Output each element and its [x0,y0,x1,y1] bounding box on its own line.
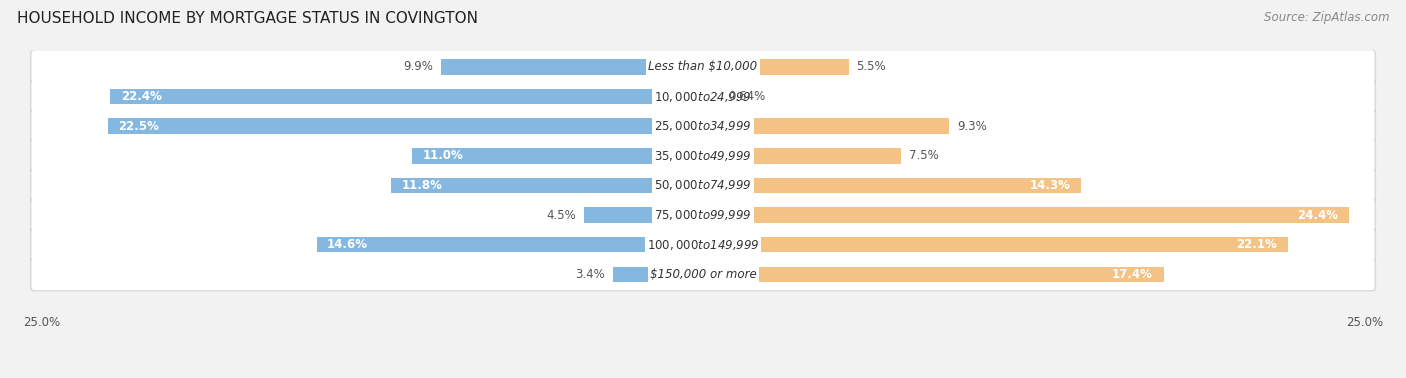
Text: 11.0%: 11.0% [422,149,463,162]
Text: 22.1%: 22.1% [1236,238,1277,251]
Bar [703,208,1348,223]
Bar [441,59,703,74]
Text: 11.8%: 11.8% [401,179,441,192]
Text: Less than $10,000: Less than $10,000 [648,60,758,73]
Text: 3.4%: 3.4% [575,268,605,281]
Bar [391,178,703,193]
FancyBboxPatch shape [31,80,1375,112]
Bar [316,237,703,253]
Bar [583,208,703,223]
FancyBboxPatch shape [31,50,1375,83]
FancyBboxPatch shape [31,169,1375,201]
FancyBboxPatch shape [31,139,1375,172]
Text: $10,000 to $24,999: $10,000 to $24,999 [654,90,752,104]
Bar [703,178,1081,193]
FancyBboxPatch shape [31,198,1375,232]
Text: $100,000 to $149,999: $100,000 to $149,999 [647,238,759,252]
Bar [703,148,901,164]
FancyBboxPatch shape [31,228,1375,261]
Text: $25,000 to $34,999: $25,000 to $34,999 [654,119,752,133]
Bar [107,118,703,134]
Bar [703,237,1288,253]
FancyBboxPatch shape [31,258,1375,290]
FancyBboxPatch shape [31,228,1375,260]
FancyBboxPatch shape [31,80,1375,113]
Bar [703,89,720,104]
Bar [110,89,703,104]
Text: $50,000 to $74,999: $50,000 to $74,999 [654,178,752,192]
Text: 22.4%: 22.4% [121,90,162,103]
Text: 0.64%: 0.64% [728,90,765,103]
Bar [412,148,703,164]
Bar [613,267,703,282]
Text: $150,000 or more: $150,000 or more [650,268,756,281]
Text: 22.5%: 22.5% [118,120,159,133]
Text: 9.3%: 9.3% [957,120,987,133]
Text: 24.4%: 24.4% [1298,209,1339,222]
Text: 5.5%: 5.5% [856,60,886,73]
Bar [703,267,1164,282]
Bar [703,118,949,134]
Text: 14.6%: 14.6% [328,238,368,251]
FancyBboxPatch shape [31,258,1375,291]
Text: $35,000 to $49,999: $35,000 to $49,999 [654,149,752,163]
FancyBboxPatch shape [31,110,1375,142]
FancyBboxPatch shape [31,110,1375,143]
Text: $75,000 to $99,999: $75,000 to $99,999 [654,208,752,222]
Text: Source: ZipAtlas.com: Source: ZipAtlas.com [1264,11,1389,24]
FancyBboxPatch shape [31,198,1375,231]
Text: 14.3%: 14.3% [1031,179,1071,192]
Text: 7.5%: 7.5% [910,149,939,162]
Text: 4.5%: 4.5% [546,209,576,222]
Text: 17.4%: 17.4% [1112,268,1153,281]
FancyBboxPatch shape [31,169,1375,202]
FancyBboxPatch shape [31,139,1375,172]
FancyBboxPatch shape [31,50,1375,84]
Bar [703,59,849,74]
Text: 9.9%: 9.9% [404,60,433,73]
Text: HOUSEHOLD INCOME BY MORTGAGE STATUS IN COVINGTON: HOUSEHOLD INCOME BY MORTGAGE STATUS IN C… [17,11,478,26]
